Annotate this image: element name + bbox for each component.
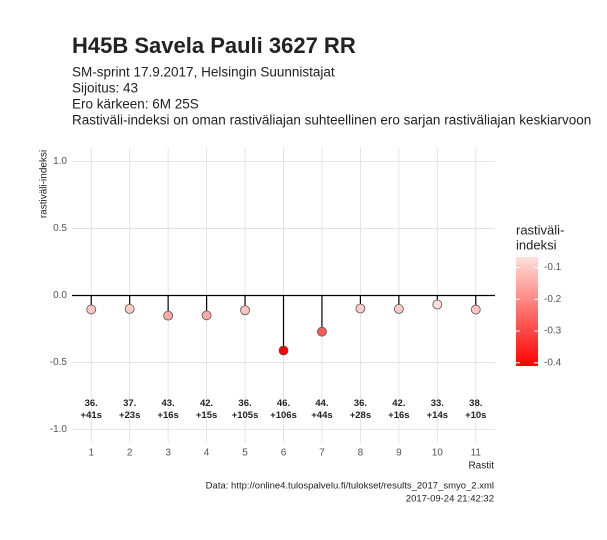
colorbar-label: -0.1 — [544, 262, 562, 273]
point-label: 36. — [354, 398, 367, 409]
point — [201, 310, 212, 321]
x-tick-label: 11 — [471, 448, 482, 459]
x-tick-label: 2 — [127, 448, 133, 459]
x-tick-label: 3 — [165, 448, 171, 459]
point-label: 43. — [162, 398, 175, 409]
point — [240, 305, 250, 316]
x-tick-label: 8 — [358, 448, 364, 459]
point-label: +15s — [196, 410, 217, 421]
point-label: 46. — [277, 398, 290, 409]
x-tick-label: 5 — [242, 448, 248, 459]
point — [317, 326, 327, 337]
point-label: 44. — [315, 398, 328, 409]
x-tick-label: 9 — [396, 448, 402, 459]
point — [124, 304, 135, 314]
point-label: 42. — [392, 398, 405, 409]
point-label: +44s — [311, 410, 332, 421]
caption: 2017-09-24 21:42:32 — [406, 494, 494, 505]
point — [355, 303, 366, 314]
point-label: 38. — [469, 398, 482, 409]
point-label: +105s — [232, 410, 259, 421]
point-label: 33. — [431, 398, 444, 409]
point-label: +16s — [157, 410, 178, 421]
point — [163, 310, 174, 321]
point — [86, 304, 97, 315]
point-label: 36. — [85, 398, 98, 409]
point-label: 36. — [238, 398, 251, 409]
x-tick-label: 1 — [88, 448, 94, 459]
subtitle: Rastiväli-indeksi on oman rastiväliajan … — [72, 113, 591, 128]
point-label: +16s — [388, 410, 409, 421]
point-label: +14s — [427, 410, 448, 421]
point-label: +23s — [119, 410, 140, 421]
chart-title: H45B Savela Pauli 3627 RR — [72, 33, 356, 58]
point — [470, 304, 481, 315]
subtitle: SM-sprint 17.9.2017, Helsingin Suunnista… — [72, 65, 335, 80]
y-tick-label: -1.0 — [50, 424, 68, 435]
legend-title: rastiväli- — [516, 222, 564, 237]
x-tick-label: 4 — [204, 448, 210, 459]
point-label: +10s — [465, 410, 486, 421]
x-tick-label: 7 — [319, 448, 325, 459]
point — [278, 345, 289, 356]
y-tick-label: 0.5 — [53, 223, 67, 234]
point-label: +28s — [350, 410, 371, 421]
y-tick-label: 0.0 — [53, 290, 67, 301]
colorbar — [516, 257, 538, 366]
x-tick-label: 6 — [281, 448, 287, 459]
point-label: 42. — [200, 398, 213, 409]
point-label: +41s — [81, 410, 102, 421]
y-tick-label: 1.0 — [53, 156, 67, 167]
legend-title: indeksi — [516, 237, 557, 252]
y-tick-label: -0.5 — [50, 357, 68, 368]
point — [432, 299, 443, 310]
subtitle: Ero kärkeen: 6M 25S — [72, 97, 199, 112]
subtitle: Sijoitus: 43 — [72, 81, 138, 96]
y-axis-label: rastiväli-indeksi — [39, 150, 50, 218]
point — [393, 304, 404, 314]
point-label: 37. — [123, 398, 136, 409]
caption: Data: http://online4.tulospalvelu.fi/tul… — [206, 481, 494, 492]
x-axis-label: Rastit — [468, 461, 494, 472]
colorbar-label: -0.4 — [544, 357, 562, 368]
x-tick-label: 10 — [432, 448, 444, 459]
colorbar-label: -0.2 — [544, 294, 562, 305]
colorbar-label: -0.3 — [544, 326, 562, 337]
point-label: +106s — [270, 410, 297, 421]
